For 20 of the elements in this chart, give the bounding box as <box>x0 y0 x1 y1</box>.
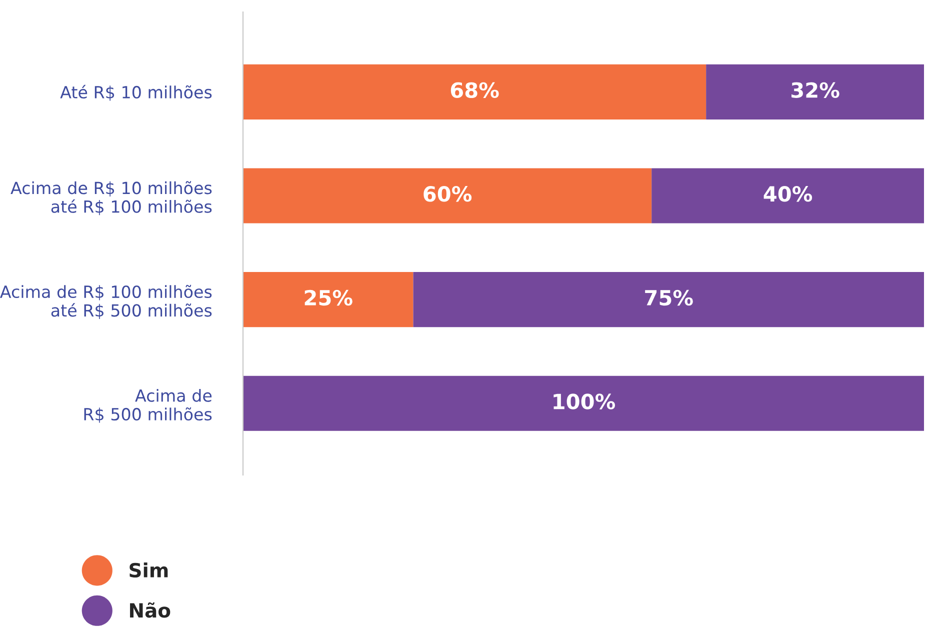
bar <box>243 376 924 431</box>
data-label: 75% <box>645 290 693 306</box>
bar <box>706 64 924 120</box>
bar <box>652 168 924 224</box>
data-label: 32% <box>792 82 840 98</box>
y-tick-label: Acima de R$ 100 milhões até R$ 500 milhões <box>0 284 212 319</box>
bar <box>243 64 706 120</box>
data-label: 68% <box>450 82 499 98</box>
y-tick-label: Acima de R$ 500 milhões <box>84 388 212 423</box>
data-label: 25% <box>304 290 352 306</box>
y-tick-label: Até R$ 10 milhões <box>60 84 212 101</box>
data-label: 100% <box>554 394 616 410</box>
bar <box>413 272 924 328</box>
data-label: 60% <box>424 186 472 202</box>
bar <box>243 272 414 328</box>
y-tick-label: Acima de R$ 10 milhões até R$ 100 milhões <box>10 181 212 216</box>
legend-label: Não <box>130 602 170 618</box>
bar <box>243 168 652 224</box>
data-label: 40% <box>764 186 812 202</box>
legend-label: Sim <box>130 562 168 578</box>
